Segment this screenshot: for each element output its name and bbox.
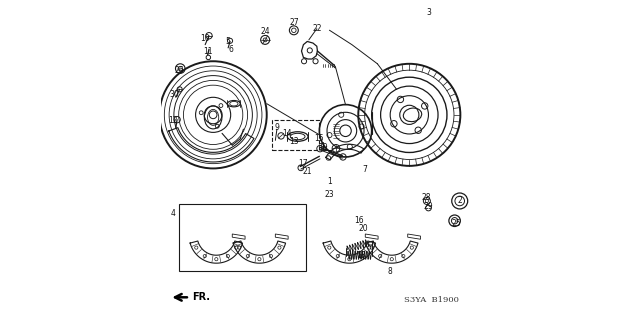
Text: 30: 30 <box>169 90 179 99</box>
Polygon shape <box>365 234 378 239</box>
Text: 1: 1 <box>327 177 332 186</box>
Text: 3: 3 <box>426 8 431 17</box>
Text: 14: 14 <box>283 130 292 138</box>
Text: 28: 28 <box>421 193 431 202</box>
Text: 9: 9 <box>275 123 280 132</box>
Text: 15: 15 <box>314 134 324 143</box>
Text: 5: 5 <box>225 37 230 46</box>
Polygon shape <box>408 234 420 239</box>
Text: FR.: FR. <box>192 292 210 302</box>
Text: 21: 21 <box>303 167 312 176</box>
Text: 22: 22 <box>312 24 321 33</box>
Text: 8: 8 <box>388 267 392 276</box>
Text: 10: 10 <box>200 34 209 43</box>
Text: 4: 4 <box>171 209 176 218</box>
Text: 18: 18 <box>356 251 365 260</box>
Polygon shape <box>275 234 288 239</box>
Text: 7: 7 <box>362 165 367 174</box>
Text: 17: 17 <box>299 159 308 168</box>
Text: 24: 24 <box>260 27 270 36</box>
Text: 12: 12 <box>168 116 178 125</box>
Text: 11: 11 <box>204 47 213 56</box>
Text: 2: 2 <box>458 197 463 205</box>
Text: 26: 26 <box>174 66 184 75</box>
Text: 19: 19 <box>318 143 328 152</box>
Text: 27: 27 <box>289 18 299 27</box>
Text: 25: 25 <box>452 219 461 228</box>
Text: 20: 20 <box>358 224 368 233</box>
Polygon shape <box>232 234 245 239</box>
Text: S3YA  B1900: S3YA B1900 <box>404 296 458 305</box>
Text: 13: 13 <box>289 137 299 146</box>
Text: 29: 29 <box>424 202 433 211</box>
Text: 23: 23 <box>324 190 333 199</box>
Text: 16: 16 <box>354 216 364 225</box>
Text: 6: 6 <box>229 45 234 54</box>
